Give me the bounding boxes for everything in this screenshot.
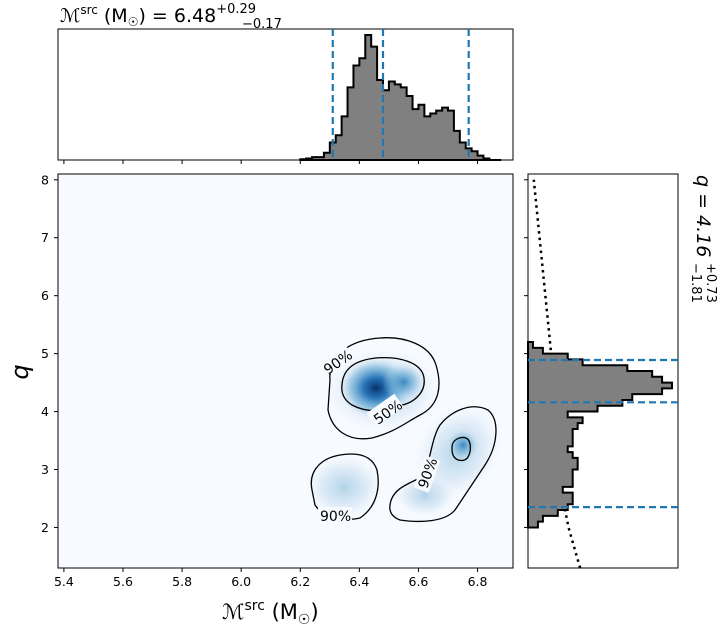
y-tick-label-6: 8 xyxy=(41,172,49,187)
x-tick-label-5: 6.4 xyxy=(349,574,369,589)
mc-marginal-panel xyxy=(57,28,514,164)
joint-y-ticks: 2 3 4 5 6 7 8 xyxy=(41,172,58,535)
x-tick-label-1: 5.6 xyxy=(113,574,133,589)
x-tick-label-4: 6.2 xyxy=(290,574,310,589)
mc-title-err-minus: −0.17 xyxy=(242,17,282,32)
y-tick-label-4: 6 xyxy=(41,288,49,303)
q-marginal-histogram xyxy=(527,341,673,529)
mc-title: ℳsrc (M☉) = 6.48+0.29 xyxy=(60,2,256,29)
y-tick-label-2: 4 xyxy=(41,404,49,419)
joint-panel: 90% 50% 90% 90% 5.4 5.6 5.8 6.0 6.2 6.4 6.6 6.8… xyxy=(41,172,514,589)
x-tick-label-2: 5.8 xyxy=(172,574,192,589)
joint-x-ticks: 5.4 5.6 5.8 6.0 6.2 6.4 6.6 6.8 xyxy=(54,568,488,589)
mc-marginal-ticks xyxy=(63,160,479,164)
svg-text:q = 4.16: q = 4.16 xyxy=(692,175,714,257)
x-tick-label-0: 5.4 xyxy=(54,574,74,589)
contour-90-upper xyxy=(327,337,440,440)
x-tick-label-6: 6.6 xyxy=(409,574,429,589)
q-title-err-plus: +0.73 xyxy=(703,263,718,303)
x-tick-label-3: 6.0 xyxy=(231,574,251,589)
q-credible-lines xyxy=(528,358,678,509)
q-marginal-panel xyxy=(524,173,679,569)
y-tick-label-0: 2 xyxy=(41,520,49,535)
y-tick-label-1: 3 xyxy=(41,462,49,477)
q-title-err-minus: −1.81 xyxy=(688,263,703,303)
contour-50-lower-right xyxy=(451,436,472,462)
mc-marginal-histogram xyxy=(299,34,502,161)
y-tick-label-5: 7 xyxy=(41,230,49,245)
contour-label-lower-left-90: 90% xyxy=(320,509,351,525)
x-axis-label: ℳsrc (M☉) xyxy=(222,598,319,628)
q-title: q = 4.16 +0.73 −1.81 xyxy=(688,175,718,303)
q-marginal-ticks xyxy=(524,179,528,528)
x-tick-label-7: 6.8 xyxy=(468,574,488,589)
contour-50-upper xyxy=(341,356,425,412)
y-tick-label-3: 5 xyxy=(41,346,49,361)
mc-marginal-frame xyxy=(57,28,514,161)
joint-frame xyxy=(57,173,514,569)
y-axis-label: q xyxy=(6,364,34,379)
joint-density xyxy=(306,348,502,519)
